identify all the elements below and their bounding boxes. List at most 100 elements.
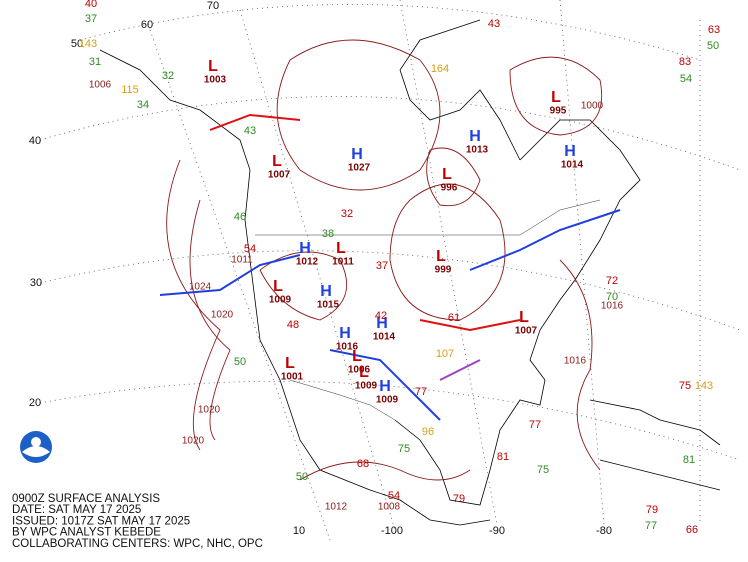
station-temperature: 46 <box>234 211 246 223</box>
pressure-center-value: 1009 <box>376 395 399 406</box>
station-temperature: 143 <box>695 380 713 392</box>
coastlines <box>99 19 721 526</box>
station-temperature: 75 <box>537 464 549 476</box>
station-temperature: 63 <box>708 24 720 36</box>
pressure-center-value: 1014 <box>373 332 396 343</box>
pressure-center-value: 1014 <box>561 160 584 171</box>
station-temperature: 38 <box>322 228 334 240</box>
station-temperature: 83 <box>679 56 691 68</box>
pressure-center-letter: L <box>272 153 282 170</box>
pressure-center-value: 1011 <box>332 257 354 268</box>
station-temperature: 79 <box>646 504 658 516</box>
isobars <box>166 39 603 481</box>
station-temperature: 54 <box>680 73 692 85</box>
station-temperature: 81 <box>683 454 695 466</box>
caption-line: ISSUED: 1017Z SAT MAY 17 2025 <box>12 515 190 527</box>
pressure-center-value: 1006 <box>348 365 371 376</box>
pressure-center-value: 1001 <box>281 372 304 383</box>
station-temperature: 42 <box>375 310 387 322</box>
pressure-center-value: 1015 <box>317 300 340 311</box>
pressure-center-value: 1009 <box>269 295 292 306</box>
pressure-center-letter: L <box>285 355 295 372</box>
pressure-center-value: 1007 <box>515 326 538 337</box>
fronts <box>159 113 621 421</box>
station-temperature: 43 <box>488 18 500 30</box>
station-temperature: 34 <box>137 99 149 111</box>
station-temperature: 81 <box>497 451 509 463</box>
station-temperature: 107 <box>436 348 454 360</box>
station-temperature: 43 <box>244 125 256 137</box>
pressure-center-value: 1016 <box>336 342 359 353</box>
caption-line: DATE: SAT MAY 17 2025 <box>12 504 141 516</box>
station-temperature: 40 <box>85 0 97 10</box>
pressure-center-letter: H <box>299 240 311 257</box>
station-temperature: 50 <box>234 356 246 368</box>
pressure-center-letter: L <box>273 278 283 295</box>
station-temperature: 164 <box>431 63 449 75</box>
pressure-center-letter: L <box>352 348 362 365</box>
pressure-center-letter: H <box>379 378 391 395</box>
grid-label: -80 <box>596 525 612 537</box>
isobar-label: 1000 <box>581 101 604 112</box>
grid-label: -90 <box>489 525 505 537</box>
pressure-center-letter: L <box>519 309 529 326</box>
pressure-center-value: 996 <box>441 183 458 194</box>
grid-label: 50 <box>71 38 83 50</box>
pressure-center-value: 1027 <box>348 163 371 174</box>
caption-line: BY WPC ANALYST KEBEDE <box>12 527 161 539</box>
pressure-center-letter: L <box>436 248 446 265</box>
station-temperature: 48 <box>287 319 299 331</box>
noaa-logo <box>20 431 52 463</box>
station-temperature: 75 <box>398 443 410 455</box>
isobar-label: 1020 <box>211 310 234 321</box>
isobar-label: 1024 <box>189 282 212 293</box>
pressure-center-value: 1007 <box>268 170 291 181</box>
pressure-center-letter: L <box>359 364 369 381</box>
pressure-center-letter: H <box>469 128 481 145</box>
pressure-center-letter: H <box>351 146 363 163</box>
grid-label: -100 <box>381 525 403 537</box>
pressure-center-letter: H <box>320 283 332 300</box>
station-temperature: 31 <box>89 56 101 68</box>
grid-label: 60 <box>141 19 153 31</box>
station-temperature: 72 <box>606 275 618 287</box>
pressure-center-value: 1012 <box>296 257 319 268</box>
grid-label: 30 <box>30 277 42 289</box>
isobar-label: 1008 <box>378 502 401 513</box>
station-temperature: 143 <box>79 38 97 50</box>
pressure-center-letter: H <box>339 325 351 342</box>
station-temperature: 32 <box>341 208 353 220</box>
pressure-center-letter: L <box>336 240 346 257</box>
pressure-center-value: 999 <box>435 265 452 276</box>
isobar-label: 1011 <box>231 255 253 266</box>
isobar-label: 1012 <box>325 502 348 513</box>
isobar-label: 1016 <box>601 301 624 312</box>
lat-lon-lines <box>39 0 741 541</box>
station-temperature: 68 <box>357 458 369 470</box>
station-temperature: 77 <box>415 386 427 398</box>
borders <box>255 199 601 421</box>
pressure-center-letter: L <box>551 89 561 106</box>
station-temperature: 61 <box>448 312 460 324</box>
station-temperature: 77 <box>645 520 657 532</box>
isobar-label: 1020 <box>182 436 205 447</box>
station-temperature: 37 <box>85 13 97 25</box>
station-temperature: 77 <box>529 419 541 431</box>
pressure-center-letter: L <box>442 166 452 183</box>
station-temperature: 70 <box>606 291 618 303</box>
station-temperature: 37 <box>376 260 388 272</box>
grid-label: 70 <box>207 0 219 12</box>
pressure-center-value: 1009 <box>355 381 378 392</box>
station-temperature: 115 <box>121 84 139 96</box>
station-temperature: 96 <box>422 426 434 438</box>
isobar-label: 1020 <box>198 405 221 416</box>
isobar-label: 1006 <box>89 80 112 91</box>
station-temperature: 75 <box>679 380 691 392</box>
station-temperature: 79 <box>453 493 465 505</box>
pressure-center-letter: L <box>208 58 218 75</box>
pressure-center-value: 1013 <box>466 145 489 156</box>
pressure-center-letter: H <box>564 143 576 160</box>
caption-line: 0900Z SURFACE ANALYSIS <box>12 493 160 505</box>
